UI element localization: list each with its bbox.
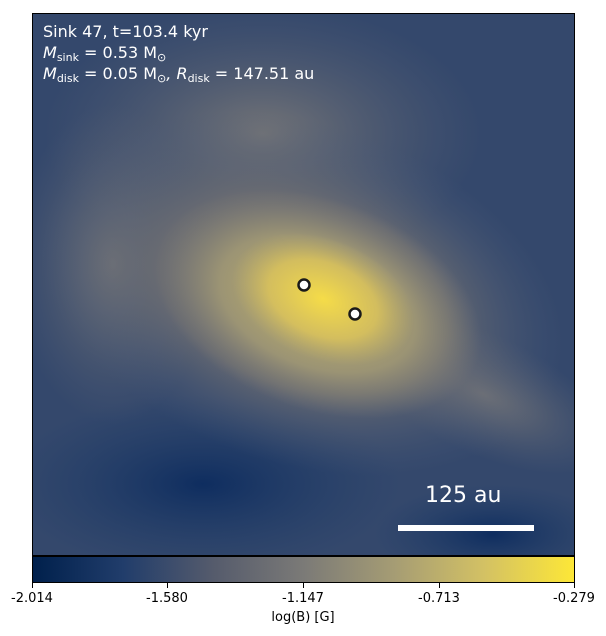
colorbar-tick-label: -0.279 — [553, 591, 595, 606]
mdisk-symbol: M — [43, 64, 57, 83]
msink-subscript: sink — [56, 51, 79, 64]
magnetic-field-map — [32, 13, 575, 556]
field-image — [33, 14, 574, 555]
mdisk-sun-symbol: ⊙ — [157, 72, 167, 85]
rdisk-value: = 147.51 au — [209, 64, 315, 83]
disk-line: Mdisk = 0.05 M⊙, Rdisk = 147.51 au — [43, 64, 314, 88]
msink-sun-symbol: ⊙ — [157, 51, 167, 64]
colorbar-tick-label: -0.713 — [418, 591, 460, 606]
sink-mass-line: Msink = 0.53 M⊙ — [43, 43, 166, 67]
msink-symbol: M — [43, 43, 57, 62]
rdisk-subscript: disk — [187, 72, 210, 85]
colorbar-label: log(B) [G] — [271, 610, 335, 625]
scale-bar — [398, 525, 534, 531]
sink-info-line: Sink 47, t=103.4 kyr — [43, 22, 208, 41]
mdisk-subscript: disk — [56, 72, 79, 85]
mdisk-value: = 0.05 M — [78, 64, 158, 83]
sink-primary-marker — [297, 278, 311, 292]
colorbar-tick — [167, 583, 168, 588]
scale-bar-label: 125 au — [425, 483, 502, 508]
colorbar-tick-label: -2.014 — [11, 591, 53, 606]
sink-time-text: Sink 47, t=103.4 kyr — [43, 22, 208, 41]
sink-secondary-marker — [348, 307, 362, 321]
colorbar-tick — [574, 583, 575, 588]
colorbar-tick — [303, 583, 304, 588]
colorbar-tick-label: -1.147 — [282, 591, 324, 606]
colorbar-tick-label: -1.580 — [146, 591, 188, 606]
colorbar — [32, 556, 575, 583]
colorbar-tick — [32, 583, 33, 588]
rdisk-symbol: , R — [166, 64, 188, 83]
msink-value: = 0.53 M — [78, 43, 158, 62]
colorbar-tick — [439, 583, 440, 588]
